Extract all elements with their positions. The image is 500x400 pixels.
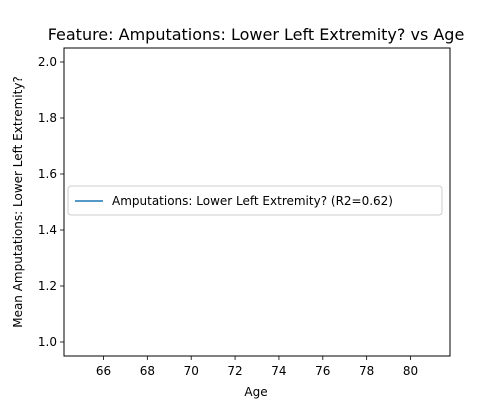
y-tick-label: 1.6 (38, 167, 57, 181)
x-tick-label: 66 (96, 364, 111, 378)
x-axis: 66 68 70 72 74 76 78 80 (96, 356, 418, 378)
x-tick-label: 80 (403, 364, 418, 378)
x-tick-label: 78 (359, 364, 374, 378)
legend-entry-label: Amputations: Lower Left Extremity? (R2=0… (112, 194, 393, 208)
x-tick-label: 74 (271, 364, 286, 378)
legend: Amputations: Lower Left Extremity? (R2=0… (67, 185, 443, 216)
x-tick-label: 76 (315, 364, 330, 378)
x-tick-label: 72 (227, 364, 242, 378)
y-tick-label: 1.2 (38, 279, 57, 293)
y-tick-label: 1.0 (38, 335, 57, 349)
legend-box (67, 185, 443, 216)
x-tick-label: 68 (140, 364, 155, 378)
y-tick-label: 1.4 (38, 223, 57, 237)
y-axis-label: Mean Amputations: Lower Left Extremity? (11, 76, 25, 328)
x-tick-label: 70 (184, 364, 199, 378)
y-tick-label: 2.0 (38, 55, 57, 69)
y-tick-label: 1.8 (38, 111, 57, 125)
x-axis-label: Age (244, 385, 267, 399)
chart-title: Feature: Amputations: Lower Left Extremi… (48, 25, 465, 44)
y-axis: 1.0 1.2 1.4 1.6 1.8 2.0 (38, 55, 64, 349)
